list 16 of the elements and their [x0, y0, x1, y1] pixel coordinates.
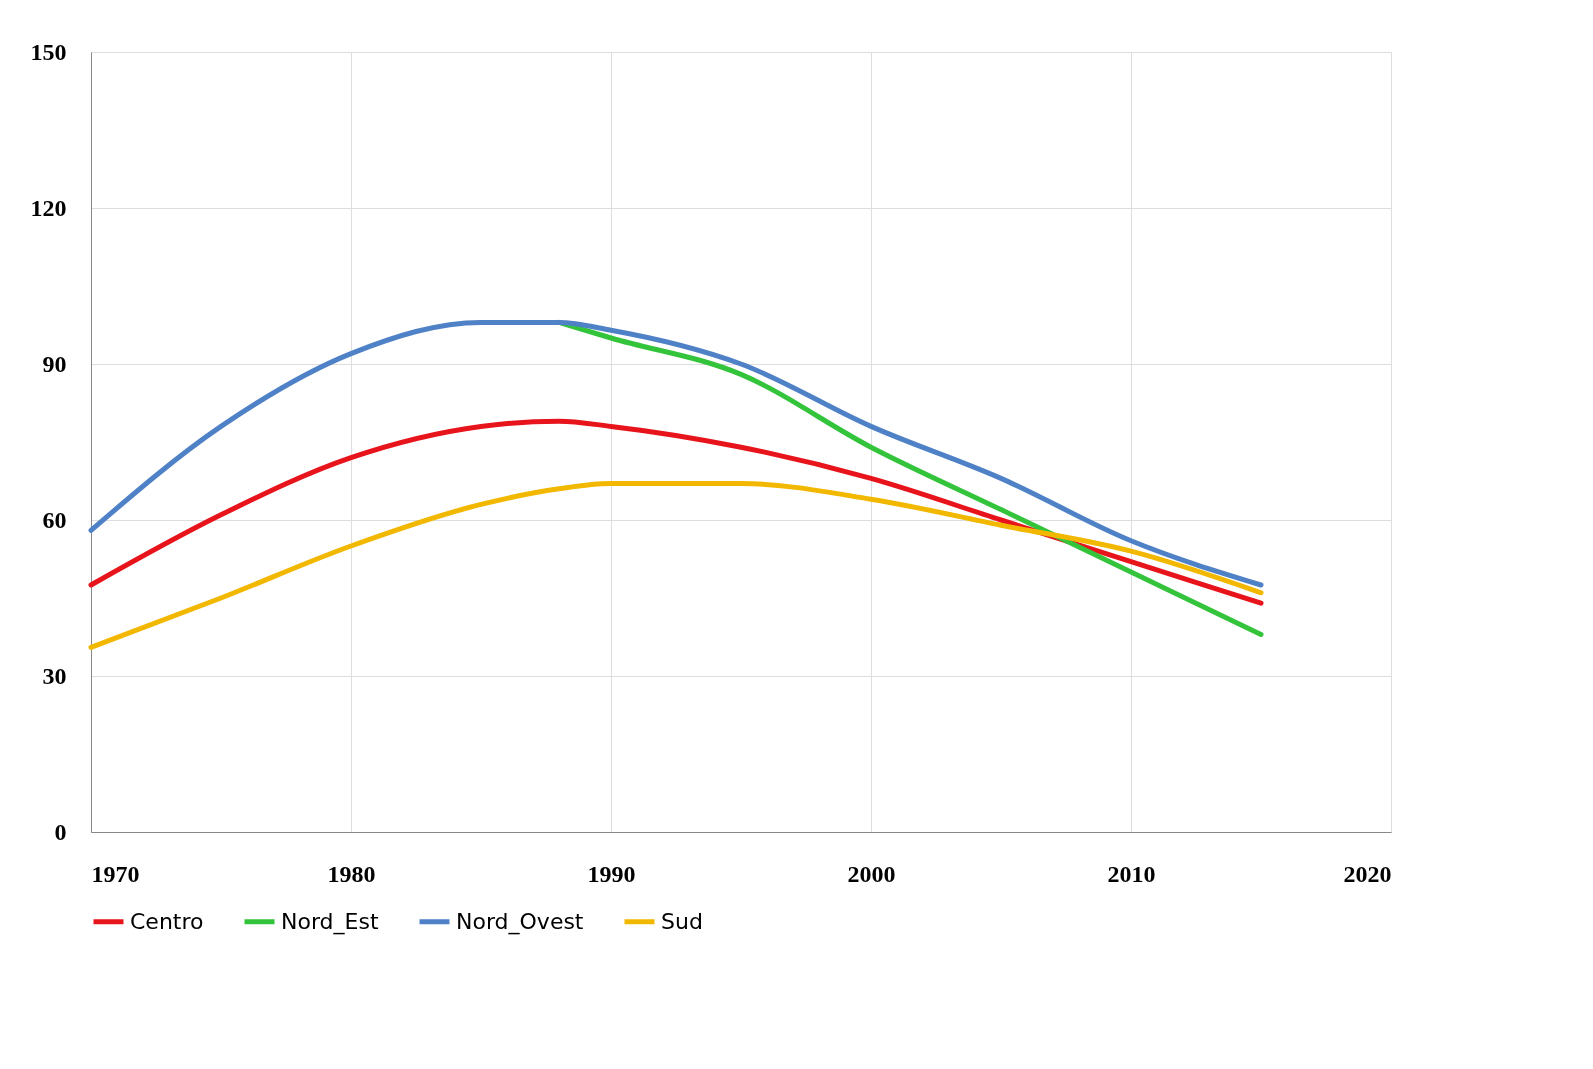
legend-label: Nord_Ovest	[456, 908, 584, 935]
y-tick-label: 120	[30, 194, 67, 221]
x-tick-label: 2020	[1343, 860, 1392, 887]
x-tick-label: 2010	[1107, 860, 1156, 887]
y-tick-label: 150	[30, 38, 67, 65]
x-tick-label: 1990	[587, 860, 636, 887]
x-tick-label: 1980	[327, 860, 376, 887]
legend-label: Nord_Est	[281, 908, 379, 935]
x-tick-label: 2000	[847, 860, 896, 887]
y-tick-label: 0	[54, 818, 67, 845]
legend-label: Sud	[661, 908, 703, 934]
legend-label: Centro	[130, 908, 204, 934]
y-tick-label: 90	[42, 350, 67, 377]
y-tick-label: 60	[42, 506, 67, 533]
y-tick-label: 30	[42, 662, 67, 689]
x-tick-label: 1970	[91, 860, 140, 887]
